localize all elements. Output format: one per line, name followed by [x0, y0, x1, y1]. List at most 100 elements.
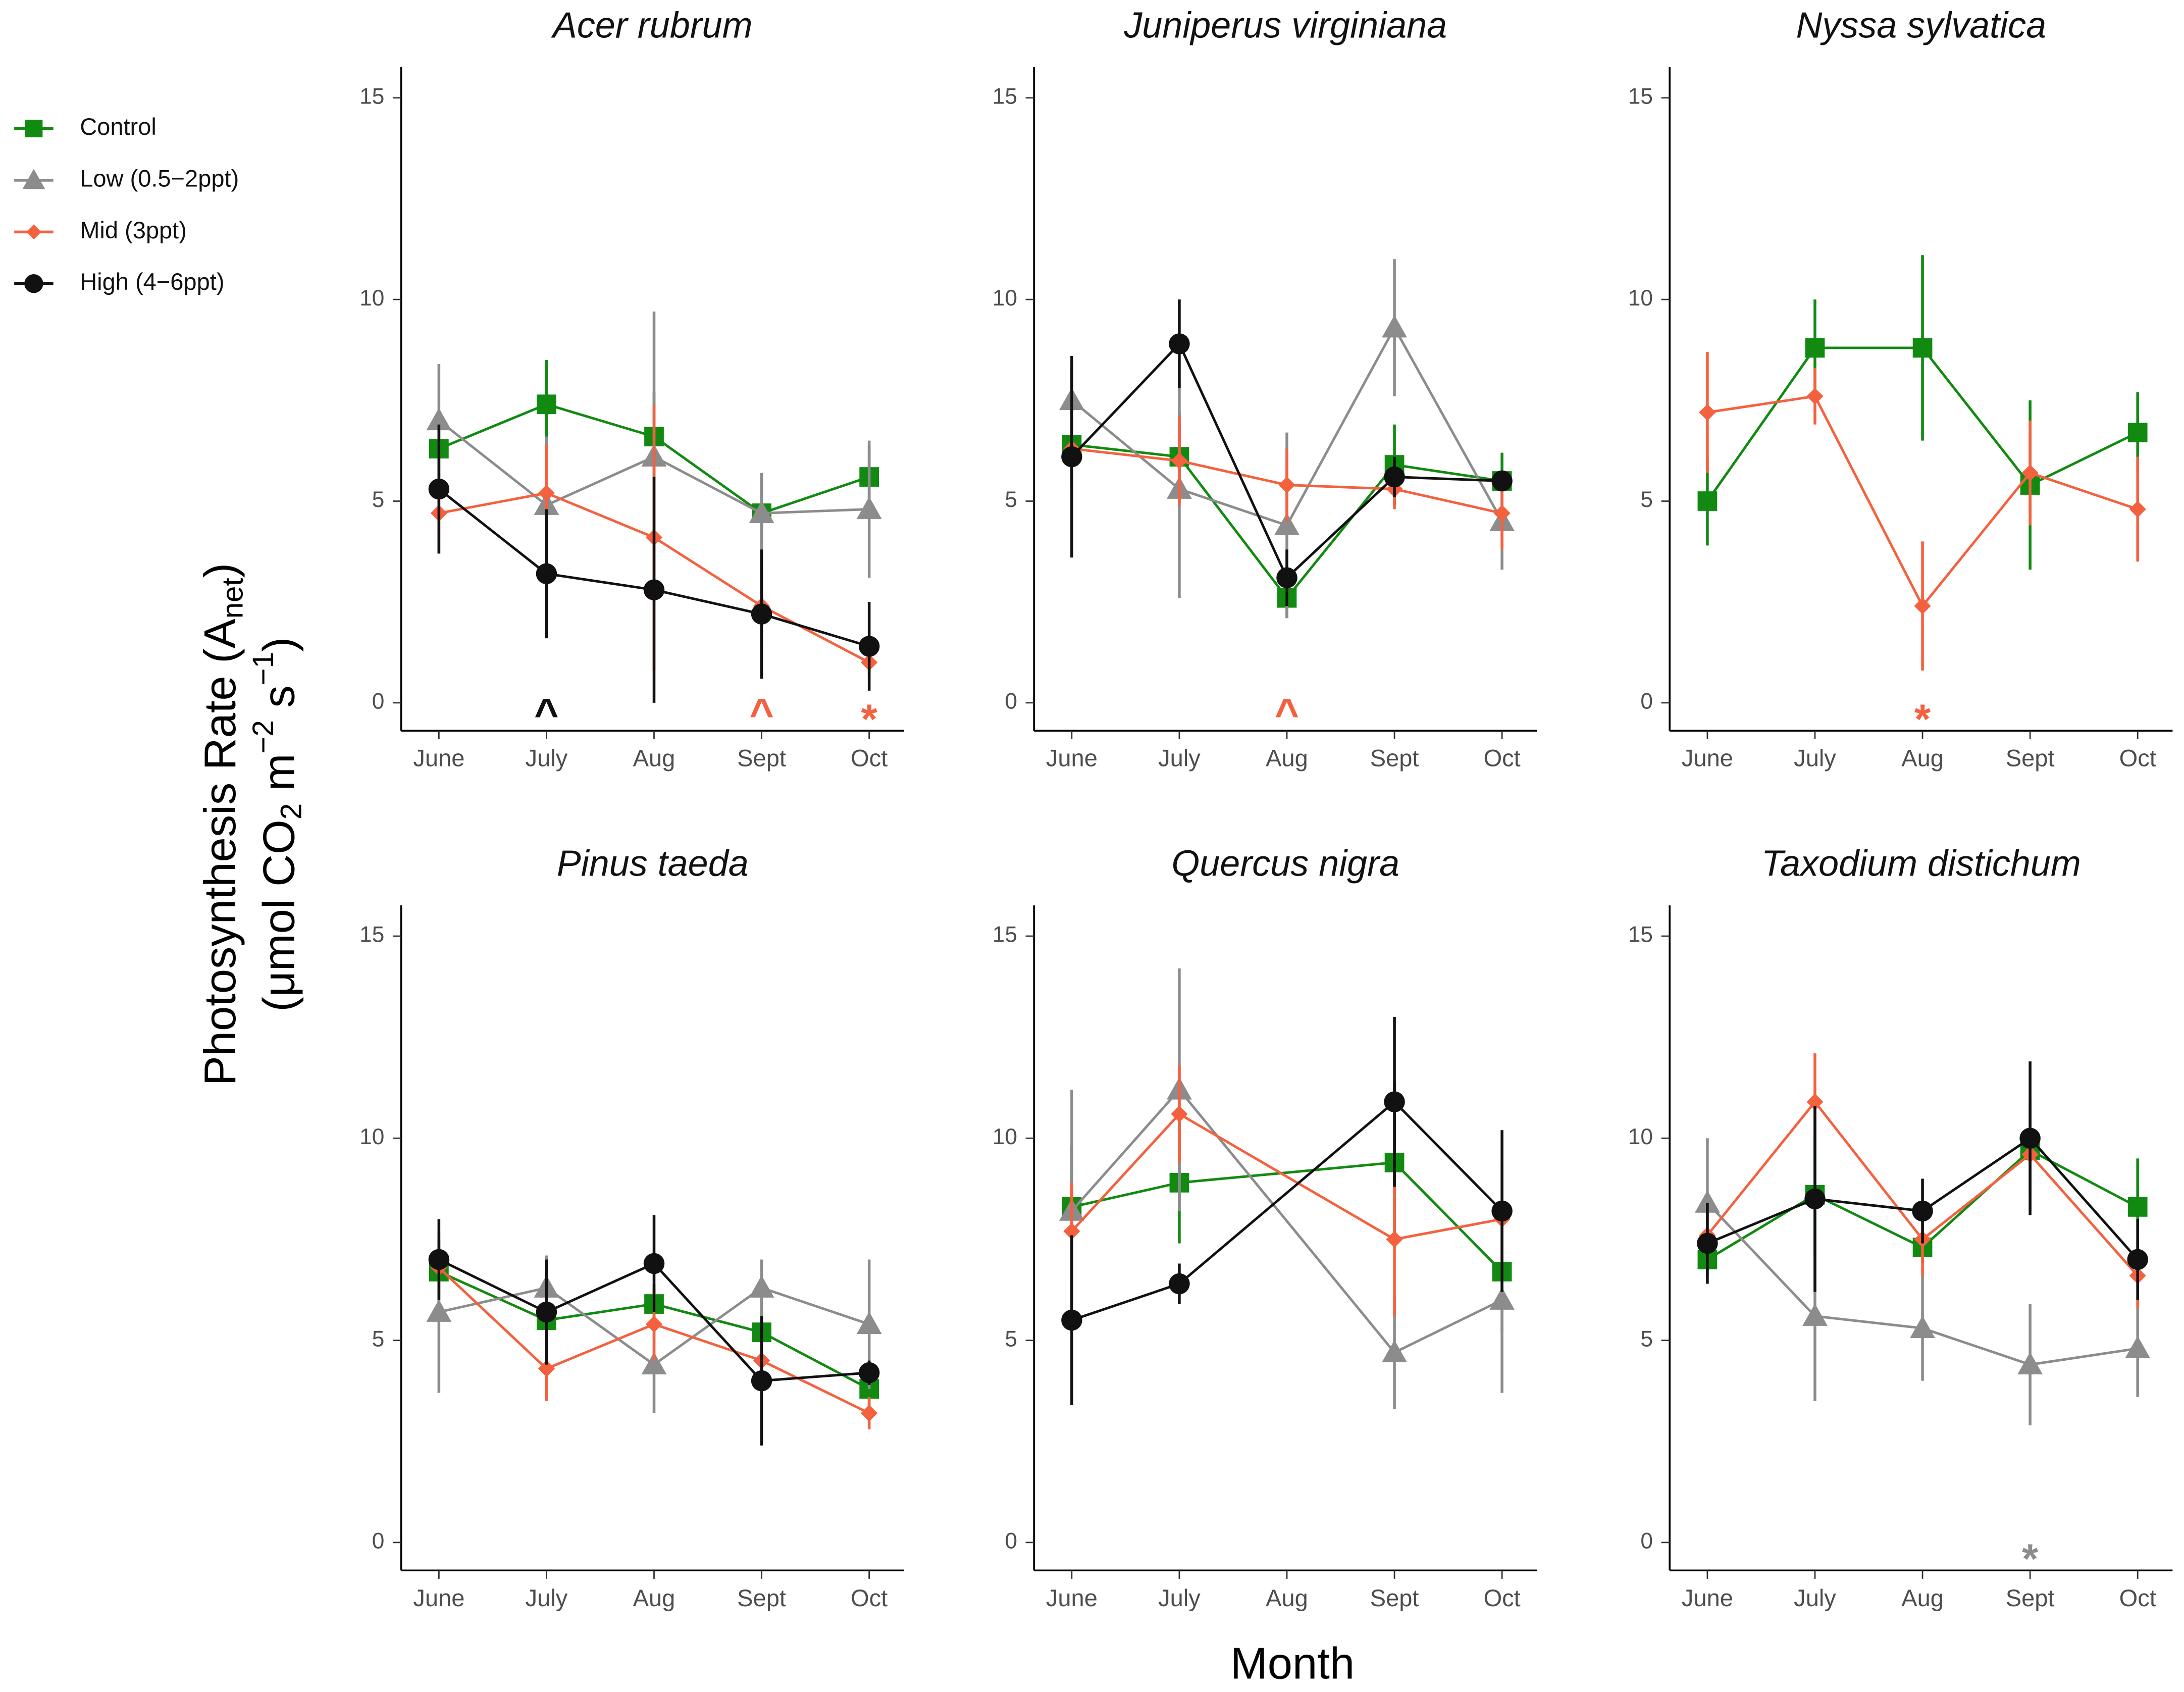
marker-circle [1276, 567, 1297, 589]
marker-diamond [2129, 500, 2146, 518]
legend-marker [25, 120, 43, 138]
marker-triangle [1382, 1340, 1407, 1362]
y-tick-label: 10 [359, 286, 384, 311]
series-line [1394, 1217, 1502, 1241]
series-line [1814, 1101, 1924, 1240]
series-line [653, 588, 762, 616]
y-tick-label: 5 [372, 487, 385, 512]
y-label-part: (μmol CO [254, 819, 304, 1012]
significance-mark: * [2022, 1535, 2039, 1582]
y-tick-label: 10 [1628, 286, 1653, 311]
series-line [438, 492, 547, 515]
x-tick-label: Aug [633, 745, 675, 772]
series-line [653, 455, 762, 515]
marker-triangle [856, 1311, 882, 1334]
significance-mark: ^ [749, 690, 773, 737]
marker-circle [858, 1362, 880, 1383]
x-tick-label: June [1046, 1584, 1098, 1611]
y-label-sup: −2 [247, 720, 280, 753]
panel-title: Pinus taeda [557, 844, 749, 884]
marker-triangle [1695, 1190, 1720, 1213]
x-tick-label: Sept [2006, 745, 2055, 772]
marker-triangle [1489, 1287, 1515, 1310]
series-line [545, 1287, 655, 1366]
series-line [1071, 443, 1180, 458]
series-line [1922, 1327, 2031, 1366]
series-line [1393, 1161, 1503, 1273]
marker-diamond [645, 1315, 663, 1333]
marker-diamond [1806, 388, 1824, 405]
series-line [1178, 343, 1288, 579]
series-line [2030, 431, 2139, 486]
y-tick-label: 15 [993, 922, 1017, 947]
series-line [1706, 347, 1816, 502]
series-line [653, 1323, 762, 1362]
series-line [1179, 1161, 1395, 1184]
y-tick-label: 10 [993, 1124, 1017, 1149]
marker-diamond [1914, 597, 1931, 614]
series-line [438, 1287, 547, 1313]
series-line [438, 419, 547, 506]
series-line [1921, 347, 2032, 486]
panel-title: Acer rubrum [551, 5, 753, 45]
y-tick-label: 0 [1640, 1529, 1653, 1554]
y-label-part: ) [254, 637, 304, 652]
x-tick-label: July [1794, 1584, 1836, 1611]
x-tick-label: Aug [1901, 745, 1944, 772]
x-tick-label: Oct [851, 745, 888, 772]
marker-circle [1169, 1273, 1190, 1295]
y-tick-label: 0 [1005, 689, 1017, 714]
marker-diamond [1386, 1230, 1403, 1248]
series-line [546, 455, 655, 506]
marker-square [1697, 491, 1718, 511]
legend-label: Control [80, 113, 157, 140]
marker-square [1805, 338, 1825, 358]
series-line [1393, 1101, 1503, 1212]
y-axis-label: Photosynthesis Rate (Anet) (μmol CO2 m−2… [195, 563, 308, 1086]
series-line [1814, 1194, 1923, 1249]
series-line [1071, 399, 1180, 490]
marker-circle [2127, 1249, 2148, 1270]
series-line [1813, 395, 1924, 607]
marker-circle [1912, 1200, 1933, 1222]
series-line [1285, 327, 1396, 526]
series-line [1814, 1315, 1923, 1330]
series-line [1394, 488, 1502, 515]
y-label-part: m [254, 753, 304, 803]
marker-triangle [1274, 512, 1299, 535]
x-tick-label: June [413, 1584, 464, 1611]
x-tick-label: July [526, 1584, 568, 1611]
marker-square [2127, 1197, 2148, 1217]
y-label-part: s [254, 685, 304, 720]
series-line [653, 1262, 763, 1382]
series-line [438, 403, 547, 450]
x-tick-label: Sept [1370, 745, 1419, 772]
x-tick-label: June [1682, 745, 1733, 772]
series-line [1393, 1299, 1503, 1354]
marker-diamond [1171, 452, 1188, 470]
x-tick-label: Aug [1266, 745, 1308, 772]
series-line [438, 1266, 548, 1370]
series-line [1071, 447, 1180, 463]
x-tick-label: July [1158, 745, 1201, 772]
series-line [1071, 1113, 1180, 1233]
series-line [653, 1287, 763, 1366]
series-line [1921, 1137, 2031, 1212]
series-line [1706, 1202, 1816, 1317]
x-tick-label: July [1158, 1584, 1201, 1611]
x-tick-label: Oct [1484, 1584, 1521, 1611]
series-line [1286, 484, 1395, 491]
y-tick-label: 10 [993, 286, 1017, 311]
x-tick-label: July [526, 745, 568, 772]
x-axis-label: Month [1230, 1638, 1355, 1688]
x-tick-label: Aug [1266, 1584, 1308, 1611]
series-line [761, 1371, 869, 1382]
legend-marker [22, 169, 45, 189]
marker-circle [858, 636, 880, 657]
series-line [2030, 1347, 2138, 1366]
y-tick-label: 10 [1628, 1124, 1653, 1149]
series-line [546, 1262, 655, 1313]
y-tick-label: 0 [372, 1529, 385, 1554]
marker-square [1912, 338, 1933, 358]
